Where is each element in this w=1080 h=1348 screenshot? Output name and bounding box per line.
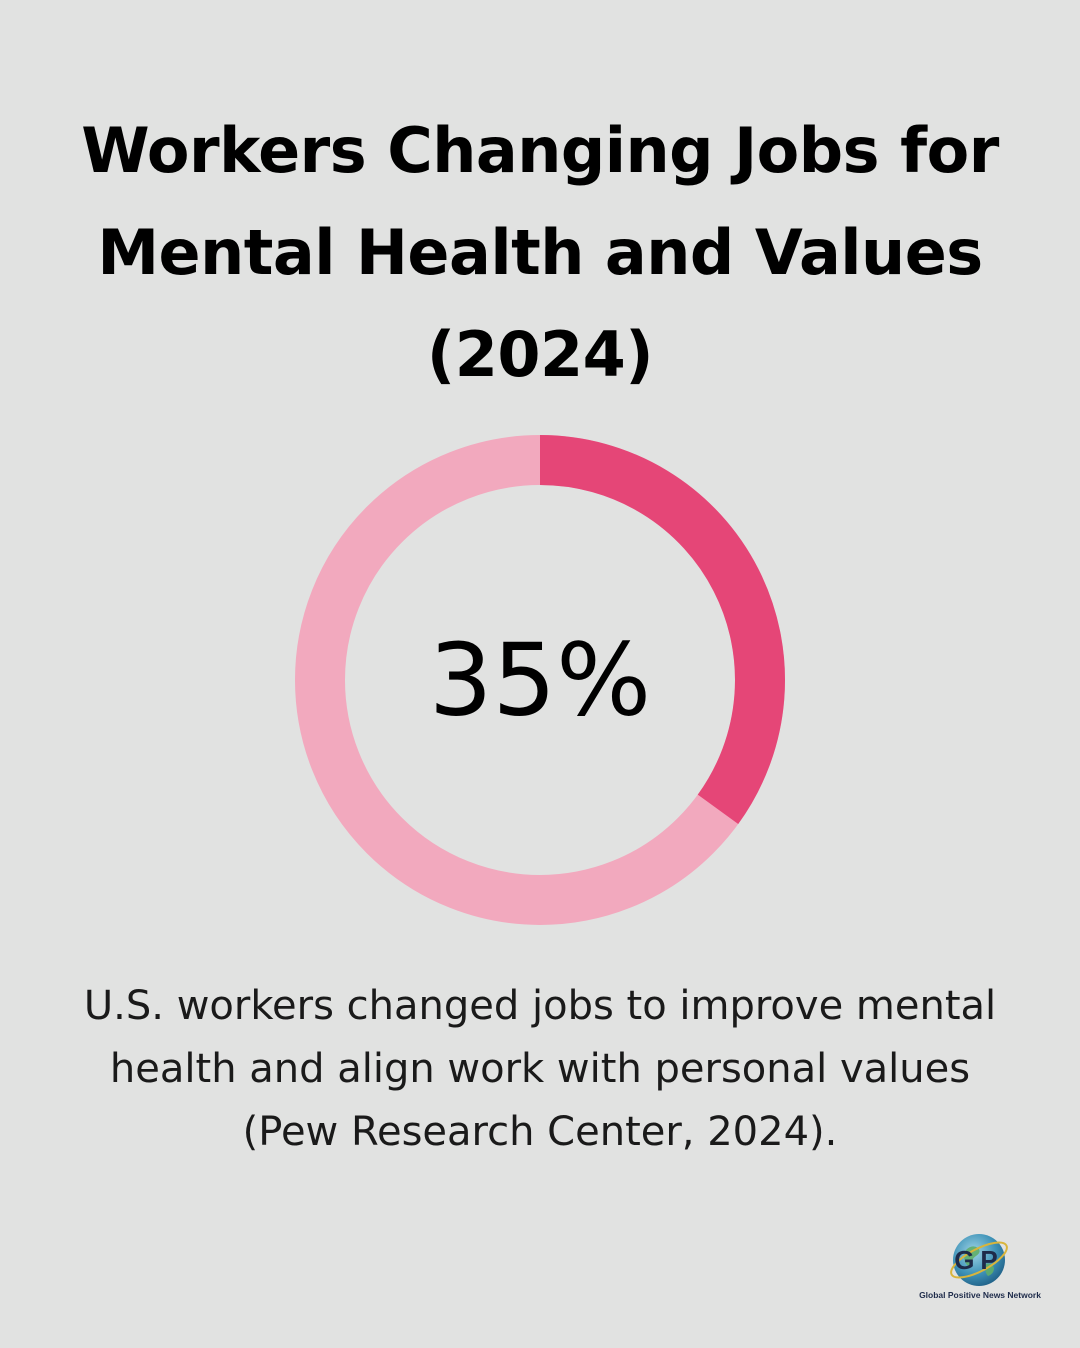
chart-caption: U.S. workers changed jobs to improve men…: [30, 975, 1050, 1164]
donut-chart: 35%: [295, 435, 785, 925]
caption-line-2: health and align work with personal valu…: [109, 1046, 971, 1092]
donut-highlight-segment: [539, 435, 785, 824]
logo-name: Global Positive News Network: [919, 1290, 1041, 1300]
title-line-3: (2024): [426, 318, 654, 391]
caption-line-3: (Pew Research Center, 2024).: [242, 1109, 838, 1155]
page-title: Workers Changing Jobs for Mental Health …: [40, 100, 1040, 406]
percent-value-label: 35%: [429, 622, 651, 739]
title-line-1: Workers Changing Jobs for: [81, 114, 999, 187]
brand-logo: GP Global Positive News Network: [912, 1228, 1048, 1308]
title-line-2: Mental Health and Values: [97, 216, 983, 289]
globe-icon: GP: [950, 1234, 1008, 1286]
logo-mark-text: GP: [954, 1245, 1004, 1275]
caption-line-1: U.S. workers changed jobs to improve men…: [83, 983, 997, 1029]
